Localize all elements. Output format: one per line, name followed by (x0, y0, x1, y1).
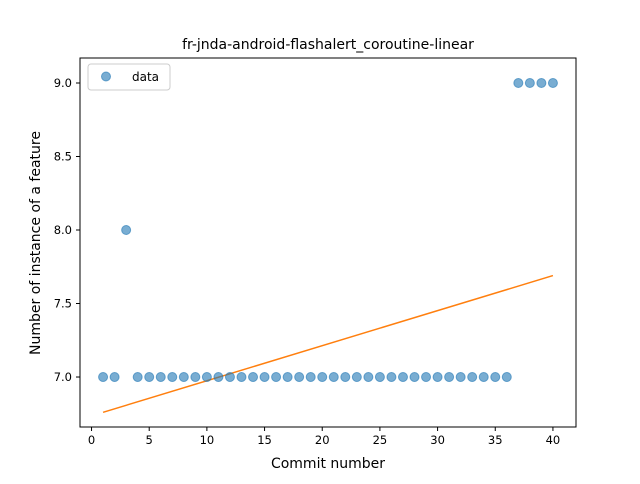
data-point (305, 372, 316, 383)
data-point (259, 372, 270, 383)
data-point (190, 372, 201, 383)
data-point (236, 372, 247, 383)
x-tick-label: 5 (146, 433, 153, 447)
data-point (317, 372, 328, 383)
fit-line (102, 274, 554, 414)
data-point (271, 372, 282, 383)
data-point (386, 372, 397, 383)
data-point (248, 372, 259, 383)
legend-label-data: data (132, 70, 159, 84)
data-point (132, 372, 143, 383)
chart-title: fr-jnda-android-flashalert_coroutine-lin… (182, 37, 474, 53)
fit-line-layer (102, 274, 554, 414)
legend-frame (87, 63, 171, 91)
data-point (478, 372, 489, 383)
y-axis-label: Number of instance of a feature (28, 131, 44, 355)
data-point (409, 372, 420, 383)
data-points-layer (98, 77, 558, 383)
data-point (455, 372, 466, 383)
data-point (421, 372, 432, 383)
data-point (374, 372, 385, 383)
data-point (351, 372, 362, 383)
y-tick-label: 7.5 (54, 297, 72, 311)
data-point (109, 372, 120, 383)
data-point (432, 372, 443, 383)
data-point (121, 225, 132, 236)
data-point (340, 372, 351, 383)
data-point (294, 372, 305, 383)
x-tick-label: 15 (257, 433, 272, 447)
data-point (513, 77, 524, 88)
x-axis-label: Commit number (271, 456, 385, 472)
y-tick-label: 8.0 (54, 223, 72, 237)
x-tick-label: 30 (430, 433, 445, 447)
data-point (501, 372, 512, 383)
x-tick-label: 40 (546, 433, 561, 447)
y-tick-label: 8.5 (54, 149, 72, 163)
data-point (224, 372, 235, 383)
x-tick-label: 25 (373, 433, 388, 447)
data-point (98, 372, 109, 383)
x-tick-label: 10 (200, 433, 215, 447)
data-point (397, 372, 408, 383)
y-tick-label: 7.0 (54, 370, 72, 384)
data-point (213, 372, 224, 383)
legend: data (87, 63, 171, 91)
axes-frame (79, 57, 577, 428)
x-tick-label: 0 (88, 433, 95, 447)
x-tick-label: 20 (315, 433, 330, 447)
data-point (536, 77, 547, 88)
y-tick-label: 9.0 (54, 76, 72, 90)
data-point (144, 372, 155, 383)
data-point (282, 372, 293, 383)
data-point (524, 77, 535, 88)
axes: 0 5 10 15 20 25 30 35 40 7.0 7.5 8.0 8.5 9.0 (54, 57, 577, 447)
data-point (201, 372, 212, 383)
legend-marker-data (101, 71, 111, 82)
data-point (490, 372, 501, 383)
data-point (167, 372, 178, 383)
data-point (444, 372, 455, 383)
data-point (155, 372, 166, 383)
data-point (178, 372, 189, 383)
data-point (467, 372, 478, 383)
data-point (328, 372, 339, 383)
data-point (547, 77, 558, 88)
x-tick-label: 35 (488, 433, 503, 447)
data-point (363, 372, 374, 383)
